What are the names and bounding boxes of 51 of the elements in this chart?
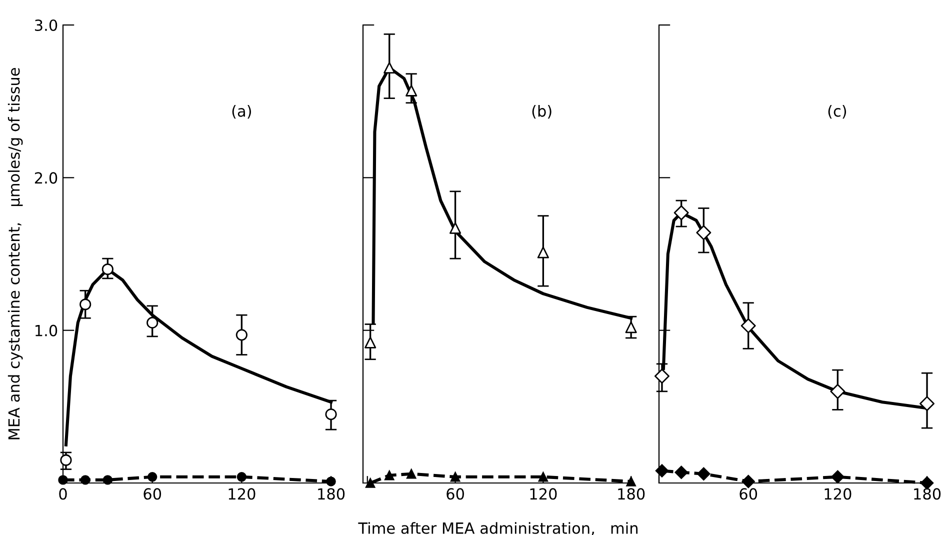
point (146, 316, 158, 328)
point (537, 246, 549, 258)
point (236, 329, 248, 341)
point (80, 475, 90, 485)
point (147, 472, 158, 482)
x-tick-label: 60 (144, 488, 162, 500)
point (60, 454, 72, 466)
point (384, 62, 396, 74)
point (655, 464, 669, 478)
x-tick-label: 120 (824, 488, 852, 500)
x-tick-label: 60 (446, 488, 464, 500)
point (325, 408, 337, 420)
point (625, 321, 637, 334)
point (830, 384, 846, 399)
x-tick-label: 60 (740, 488, 758, 500)
y-tick-label: 2.0 (34, 172, 58, 184)
y-axis-title: MEA and cystamine content, μmoles/g of tissue (8, 68, 23, 440)
x-tick-label: 120 (228, 488, 256, 500)
point (80, 298, 92, 310)
point (384, 470, 394, 480)
annotation: (a) (232, 105, 251, 119)
point (236, 472, 247, 482)
point (742, 474, 755, 488)
point (538, 472, 548, 482)
point (102, 475, 113, 485)
point (740, 318, 756, 334)
y-tick-label: 1.0 (36, 324, 58, 336)
x-tick-label: 180 (318, 488, 345, 500)
annotation: (c) (828, 105, 846, 119)
point (831, 470, 844, 484)
point (449, 222, 462, 234)
y-tick-label: 3.0 (35, 19, 58, 32)
point (654, 368, 670, 384)
point (450, 472, 460, 482)
point (102, 263, 114, 276)
point (364, 336, 376, 348)
point (674, 205, 689, 220)
x-tick-label: 180 (618, 488, 645, 500)
point (58, 475, 68, 485)
annotation: (b) (532, 104, 552, 119)
point (365, 478, 376, 488)
x-tick-label: 180 (914, 488, 941, 500)
point (406, 84, 418, 96)
x-tick-label: 0 (59, 488, 67, 500)
point (696, 225, 712, 240)
point (406, 468, 416, 479)
point (674, 466, 688, 479)
point (697, 467, 710, 480)
point (920, 396, 935, 412)
x-axis-title: Time after MEA administration, min (358, 522, 638, 535)
x-tick-label: 120 (530, 488, 557, 500)
